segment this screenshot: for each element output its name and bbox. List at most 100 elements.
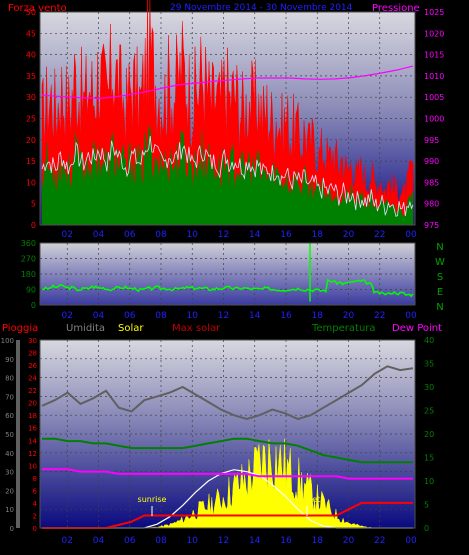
dew-point-line xyxy=(42,468,413,480)
wind-y-tick: 45 xyxy=(26,29,36,38)
pressure-y-tick: 1020 xyxy=(424,29,444,38)
wind-y-tick: 20 xyxy=(26,136,36,145)
rain-y-tick: 20 xyxy=(28,400,37,408)
x-tick-label: 00 xyxy=(405,311,417,321)
wind-y-tick: 5 xyxy=(31,200,36,209)
direction-panel-grid xyxy=(40,243,415,305)
direction-y-tick: 270 xyxy=(21,255,36,264)
wind-panel-frame xyxy=(39,11,416,226)
x-tick-label: 00 xyxy=(405,230,417,240)
pressure-y-tick: 985 xyxy=(424,178,439,187)
wind-direction-line xyxy=(41,278,414,298)
pressure-legend-label: Pressione xyxy=(372,3,420,14)
pressure-line xyxy=(41,65,414,99)
humidity-y-tick: 40 xyxy=(5,450,14,458)
x-tick-label: 04 xyxy=(93,311,105,321)
pressure-y-tick: 1010 xyxy=(424,72,444,81)
temperature-y-tick: 30 xyxy=(424,383,434,392)
wind-legend-label: Forza vento xyxy=(8,3,67,14)
climate-panel-background xyxy=(40,340,415,528)
pressure-y-tick: 995 xyxy=(424,136,439,145)
wind-speed-line xyxy=(41,135,414,217)
humidity-y-tick: 90 xyxy=(5,356,14,364)
direction-y-tick: 90 xyxy=(26,286,36,295)
compass-w-label: W xyxy=(435,257,445,268)
x-tick-label: 02 xyxy=(62,230,73,240)
rain-y-tick: 2 xyxy=(33,512,37,520)
wind-y-tick: 0 xyxy=(31,221,36,230)
wind-gust-area xyxy=(41,0,414,226)
rain-y-tick: 8 xyxy=(33,475,37,483)
humidity-y-tick: 100 xyxy=(1,337,14,345)
pressure-y-tick: 1005 xyxy=(424,93,444,102)
temperature-y-tick: 20 xyxy=(424,430,434,439)
direction-panel-background xyxy=(40,243,415,305)
legend-pioggia: Pioggia xyxy=(2,323,38,334)
x-tick-label: 06 xyxy=(124,536,136,546)
sun-annotations: sunrise sunset xyxy=(138,495,321,516)
x-tick-label: 10 xyxy=(187,230,199,240)
wind-left-axis: 0 5 10 15 20 25 30 35 40 45 50 xyxy=(26,8,36,230)
x-tick-label: 16 xyxy=(280,536,292,546)
pressure-y-tick: 1025 xyxy=(424,8,444,17)
pressure-y-tick: 1015 xyxy=(424,51,444,60)
humidity-axis-bar xyxy=(16,340,20,528)
rain-y-tick: 22 xyxy=(28,387,37,395)
direction-y-tick: 360 xyxy=(21,239,36,248)
x-tick-label: 12 xyxy=(218,311,229,321)
humidity-y-tick: 80 xyxy=(5,375,14,383)
sunset-label: sunset xyxy=(294,495,321,504)
direction-y-tick: 0 xyxy=(31,301,36,310)
pressure-y-tick: 980 xyxy=(424,200,439,209)
compass-s-label: S xyxy=(437,272,443,283)
x-tick-label: 08 xyxy=(155,311,167,321)
rain-y-tick: 26 xyxy=(28,362,37,370)
humidity-y-tick: 0 xyxy=(10,525,14,533)
rain-y-tick: 28 xyxy=(28,350,37,358)
pressure-y-tick: 990 xyxy=(424,157,439,166)
rain-y-tick: 10 xyxy=(28,462,37,470)
climate-x-axis: 02 04 06 08 10 12 14 16 18 20 22 00 xyxy=(62,536,417,546)
rain-y-tick: 12 xyxy=(28,450,37,458)
x-tick-label: 06 xyxy=(124,230,136,240)
x-tick-label: 22 xyxy=(374,230,385,240)
temperature-right-axis: 0 5 10 15 20 25 30 35 40 xyxy=(424,336,434,533)
temperature-y-tick: 15 xyxy=(424,454,434,463)
temperature-y-tick: 25 xyxy=(424,407,434,416)
temperature-y-tick: 40 xyxy=(424,336,434,345)
chart-title: 29 Novembre 2014 - 30 Novembre 2014 xyxy=(170,3,353,13)
temperature-y-tick: 35 xyxy=(424,360,434,369)
temperature-y-tick: 0 xyxy=(424,524,429,533)
rain-y-tick: 24 xyxy=(28,375,37,383)
x-tick-label: 18 xyxy=(312,230,324,240)
climate-panel-frame xyxy=(39,339,416,529)
x-tick-label: 20 xyxy=(343,536,355,546)
compass-e-label: E xyxy=(437,287,443,298)
x-tick-label: 22 xyxy=(374,311,385,321)
x-tick-label: 04 xyxy=(93,536,105,546)
wind-y-tick: 30 xyxy=(26,93,36,102)
direction-left-axis: 0 90 180 270 360 xyxy=(21,239,36,310)
legend-solar: Solar xyxy=(118,323,144,334)
rain-y-tick: 16 xyxy=(28,425,37,433)
x-tick-label: 16 xyxy=(280,311,292,321)
panel3-legend: Pioggia Umidita Solar Max solar Temperatura D… xyxy=(2,323,442,334)
x-tick-label: 08 xyxy=(155,230,167,240)
wind-series xyxy=(41,0,414,226)
x-tick-label: 14 xyxy=(249,536,261,546)
humidity-y-tick: 50 xyxy=(5,431,14,439)
pressure-right-axis: 975 980 985 990 995 1000 1005 1010 1015 1020 1025 xyxy=(424,8,444,230)
x-tick-label: 12 xyxy=(218,230,229,240)
x-tick-label: 18 xyxy=(312,311,324,321)
rain-y-tick: 0 xyxy=(33,525,37,533)
wind-y-tick: 40 xyxy=(26,51,36,60)
legend-temperatura: Temperatura xyxy=(311,323,376,334)
x-tick-label: 16 xyxy=(280,230,292,240)
x-tick-label: 10 xyxy=(187,536,199,546)
wind-y-tick: 25 xyxy=(26,115,36,124)
direction-y-tick: 180 xyxy=(21,270,36,279)
temperature-line xyxy=(42,437,413,464)
rain-y-tick: 30 xyxy=(28,337,37,345)
